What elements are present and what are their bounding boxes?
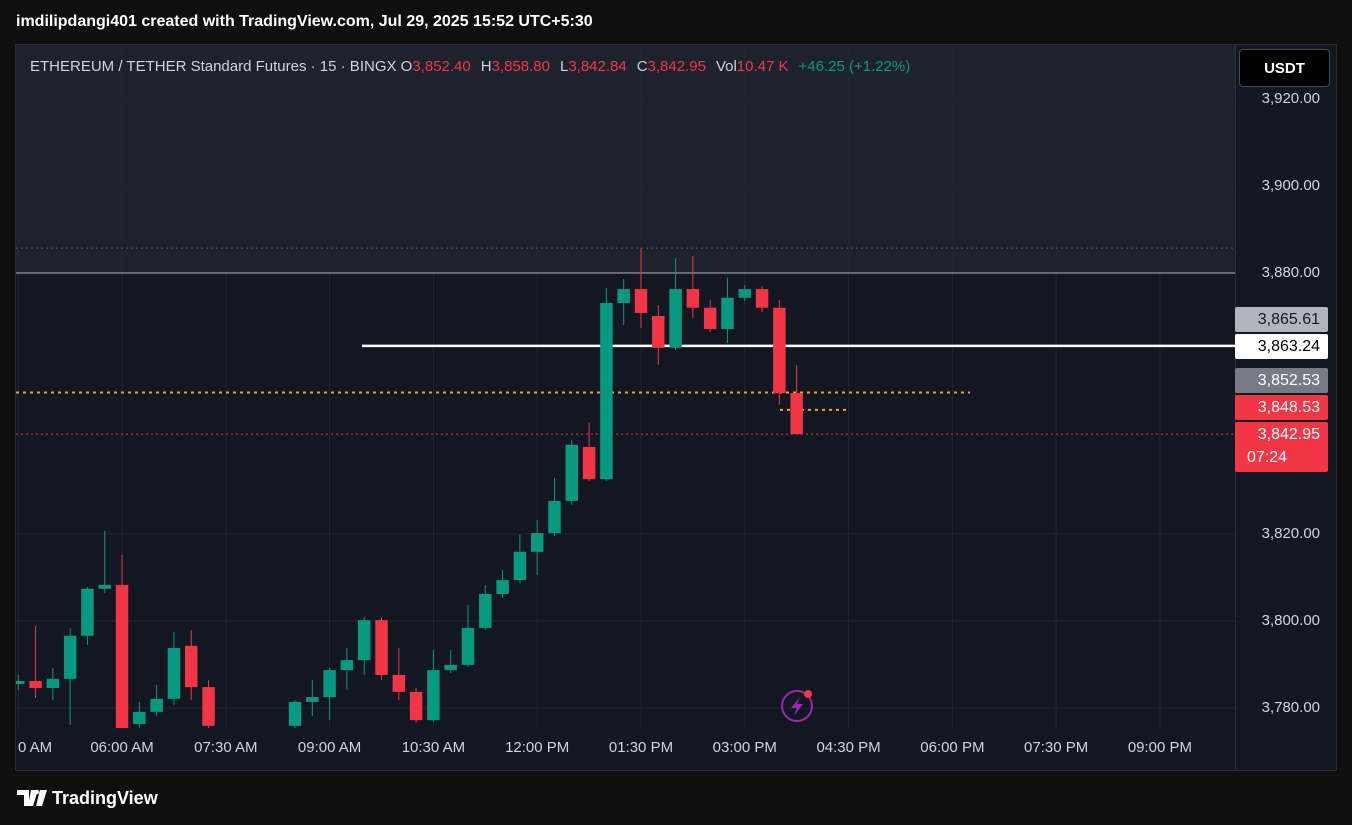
candle-body	[115, 584, 129, 728]
legend-key: C	[636, 58, 648, 75]
candle-body	[16, 681, 25, 685]
candle-body	[721, 297, 734, 330]
candle-body	[755, 289, 769, 308]
price-label: 3,865.61	[1258, 311, 1320, 328]
candle-body	[548, 500, 561, 534]
axes: 3,780.00 3,800.00 3,820.00 3,880.00 3,900.00…	[18, 90, 1328, 756]
candle-body	[392, 674, 406, 692]
countdown: 07:24	[1247, 449, 1287, 466]
candle-body	[773, 307, 786, 394]
x-tick-label: 09:00 AM	[298, 739, 361, 756]
candle-body	[513, 551, 527, 581]
x-tick-label: 06:00 AM	[90, 739, 153, 756]
candle-body	[357, 620, 371, 661]
candle-body	[409, 691, 423, 721]
y-tick-label: 3,880.00	[1262, 264, 1320, 281]
candle-body	[167, 647, 181, 699]
candle-body	[530, 533, 544, 552]
shaded-zone	[16, 45, 1235, 273]
candle-body	[81, 588, 94, 636]
x-tick-label: 06:00 PM	[920, 739, 984, 756]
candle-body	[617, 289, 630, 303]
y-tick-label: 3,920.00	[1262, 90, 1320, 107]
legend-change: +46.25 (+1.22%)	[798, 58, 911, 75]
candle-body	[340, 660, 354, 671]
x-tick-label: 07:30 AM	[194, 739, 257, 756]
legend-value: 3,858.80	[491, 58, 550, 75]
candle-body	[63, 635, 77, 679]
candle-body	[46, 678, 60, 688]
legend-key: H	[480, 58, 492, 75]
candle-body	[703, 307, 717, 330]
x-tick-label: 01:30 PM	[609, 739, 673, 756]
header-title: imdilipdangi401 created with TradingView…	[16, 13, 593, 30]
alert-icon	[781, 690, 813, 722]
candle-body	[133, 711, 146, 725]
candle-body	[600, 302, 613, 480]
candle-body	[427, 670, 440, 721]
candle-body	[461, 627, 475, 665]
y-tick-label: 3,820.00	[1262, 525, 1320, 542]
ohlc-legend: ETHEREUM / TETHER Standard Futures · 15 …	[30, 58, 910, 75]
candle-body	[652, 316, 665, 348]
x-tick-label: 0 AM	[18, 739, 52, 756]
price-label-box	[1235, 307, 1328, 332]
x-tick-label: 03:00 PM	[713, 739, 777, 756]
brand: TradingView	[52, 788, 158, 808]
price-label: 3,848.53	[1258, 399, 1320, 416]
candle-body	[202, 687, 215, 726]
legend-value: 3,842.95	[647, 58, 706, 75]
price-label: 3,863.24	[1258, 338, 1320, 355]
symbol: ETHEREUM / TETHER Standard Futures · 15 …	[30, 58, 397, 75]
candle-body	[185, 645, 198, 688]
candle-body	[288, 701, 302, 726]
legend-value: 3,842.84	[568, 58, 627, 75]
x-tick-label: 12:00 PM	[505, 739, 569, 756]
candle-body	[582, 446, 596, 480]
candle-body	[375, 620, 388, 675]
candle-body	[496, 580, 509, 595]
legend-value: 10.47 K	[736, 58, 789, 75]
plot-area	[16, 45, 1235, 728]
x-tick-label: 04:30 PM	[816, 739, 880, 756]
price-label-box	[1235, 422, 1328, 472]
y-tick-label: 3,780.00	[1262, 699, 1320, 716]
legend-value: 3,852.40	[412, 58, 471, 75]
candle-body	[479, 594, 492, 628]
legend-key: O	[400, 58, 413, 75]
currency-button[interactable]: USDT	[1239, 49, 1330, 87]
candle-body	[669, 289, 682, 348]
y-tick-label: 3,900.00	[1262, 177, 1320, 194]
price-label-box	[1235, 395, 1328, 420]
x-tick-label: 07:30 PM	[1024, 739, 1088, 756]
candle-body	[634, 289, 648, 313]
candle-body	[444, 664, 457, 671]
candle-body	[686, 289, 700, 308]
legend-key: L	[559, 58, 569, 75]
price-label-box	[1235, 368, 1328, 393]
candle-body	[738, 289, 751, 298]
price-label-box	[1235, 334, 1328, 359]
candle-body	[29, 681, 42, 688]
price-label: 3,852.53	[1258, 372, 1320, 389]
legend-key: Vol	[715, 58, 737, 75]
candle-body	[306, 697, 319, 702]
tradingview-logo	[17, 789, 47, 806]
candle-body	[323, 670, 336, 698]
candle-body	[98, 584, 111, 589]
x-tick-label: 09:00 PM	[1128, 739, 1192, 756]
y-tick-label: 3,800.00	[1262, 612, 1320, 629]
x-tick-label: 10:30 AM	[402, 739, 465, 756]
candle-body	[790, 393, 803, 435]
candle-body	[565, 444, 579, 501]
price-label: 3,842.95	[1258, 426, 1320, 443]
candle-body	[150, 698, 163, 712]
